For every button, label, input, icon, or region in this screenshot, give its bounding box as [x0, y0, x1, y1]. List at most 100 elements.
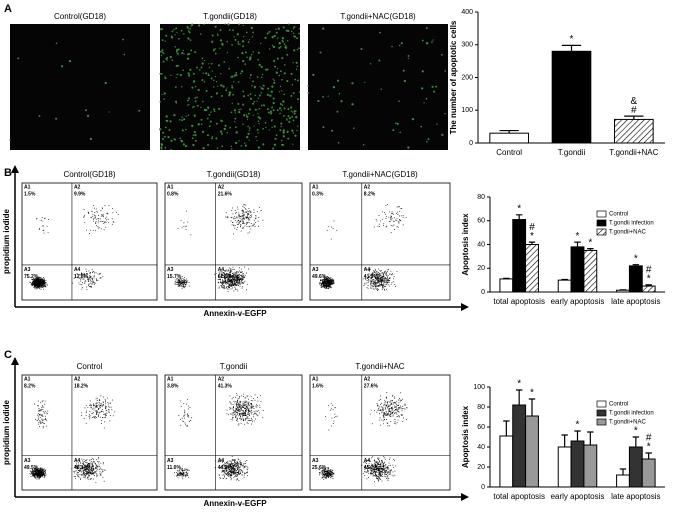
- event-dot: [96, 413, 97, 414]
- event-dot: [236, 217, 237, 218]
- event-dot: [105, 218, 106, 219]
- event-dot: [228, 475, 229, 476]
- cell-dot: [242, 60, 244, 62]
- cell-dot: [259, 64, 261, 66]
- event-dot: [182, 418, 183, 419]
- cell-dot: [288, 121, 290, 123]
- cell-dot: [176, 77, 177, 78]
- cell-dot: [269, 95, 271, 97]
- event-dot: [378, 272, 379, 273]
- event-dot: [78, 472, 79, 473]
- event-dot: [105, 408, 106, 409]
- event-dot: [98, 462, 99, 463]
- event-dot: [238, 466, 239, 467]
- event-dot: [45, 418, 46, 419]
- event-dot: [86, 271, 87, 272]
- event-dot: [397, 212, 398, 213]
- cell-dot: [188, 30, 190, 32]
- event-dot: [92, 279, 93, 280]
- event-dot: [239, 274, 240, 275]
- event-dot: [235, 274, 236, 275]
- event-dot: [385, 284, 386, 285]
- event-dot: [184, 418, 185, 419]
- cell-dot: [222, 85, 224, 87]
- event-dot: [48, 219, 49, 220]
- event-dot: [250, 215, 251, 216]
- event-dot: [245, 275, 246, 276]
- event-dot: [243, 212, 244, 213]
- event-dot: [254, 223, 255, 224]
- cell-dot: [216, 81, 217, 82]
- event-dot: [373, 288, 374, 289]
- panel-label: A: [4, 3, 12, 15]
- event-dot: [42, 279, 43, 280]
- event-dot: [186, 226, 187, 227]
- cell-dot: [249, 77, 250, 78]
- cell-dot: [246, 116, 248, 118]
- cell-dot: [270, 112, 272, 114]
- event-dot: [386, 272, 387, 273]
- event-dot: [232, 279, 233, 280]
- cell-dot: [298, 33, 300, 35]
- event-dot: [44, 278, 45, 279]
- event-dot: [227, 217, 228, 218]
- event-dot: [236, 393, 237, 394]
- event-dot: [95, 283, 96, 284]
- event-dot: [93, 412, 94, 413]
- event-dot: [43, 286, 44, 287]
- event-dot: [246, 224, 247, 225]
- event-dot: [333, 423, 334, 424]
- cell-dot: [408, 55, 410, 57]
- cell-dot: [286, 54, 288, 56]
- cell-dot: [220, 39, 222, 41]
- event-dot: [185, 475, 186, 476]
- event-dot: [237, 478, 238, 479]
- event-dot: [89, 284, 90, 285]
- event-dot: [237, 418, 238, 419]
- event-dot: [388, 284, 389, 285]
- event-dot: [43, 427, 44, 428]
- event-dot: [241, 231, 242, 232]
- cell-dot: [278, 47, 280, 49]
- event-dot: [236, 466, 237, 467]
- event-dot: [247, 222, 248, 223]
- event-dot: [234, 414, 235, 415]
- event-dot: [236, 470, 237, 471]
- event-dot: [237, 408, 238, 409]
- event-dot: [233, 472, 234, 473]
- event-dot: [94, 417, 95, 418]
- cell-dot: [293, 120, 295, 122]
- event-dot: [38, 410, 39, 411]
- event-dot: [234, 476, 235, 477]
- event-dot: [43, 426, 44, 427]
- event-dot: [250, 217, 251, 218]
- event-dot: [391, 213, 392, 214]
- event-dot: [38, 416, 39, 417]
- cell-dot: [277, 68, 278, 69]
- event-dot: [90, 230, 91, 231]
- event-dot: [247, 211, 248, 212]
- event-dot: [34, 287, 35, 288]
- event-dot: [396, 401, 397, 402]
- event-dot: [37, 415, 38, 416]
- event-dot: [328, 286, 329, 287]
- event-dot: [239, 277, 240, 278]
- event-dot: [34, 281, 35, 282]
- event-dot: [112, 224, 113, 225]
- axis-label: propidium iodide: [2, 400, 11, 465]
- event-dot: [228, 280, 229, 281]
- event-dot: [90, 470, 91, 471]
- event-dot: [97, 403, 98, 404]
- cell-dot: [250, 93, 252, 95]
- cell-dot: [87, 115, 89, 117]
- event-dot: [86, 230, 87, 231]
- event-dot: [242, 472, 243, 473]
- event-dot: [237, 395, 238, 396]
- event-dot: [234, 473, 235, 474]
- cell-dot: [210, 121, 212, 123]
- event-dot: [382, 285, 383, 286]
- event-dot: [41, 220, 42, 221]
- event-dot: [371, 286, 372, 287]
- event-dot: [178, 228, 179, 229]
- cell-dot: [238, 111, 240, 113]
